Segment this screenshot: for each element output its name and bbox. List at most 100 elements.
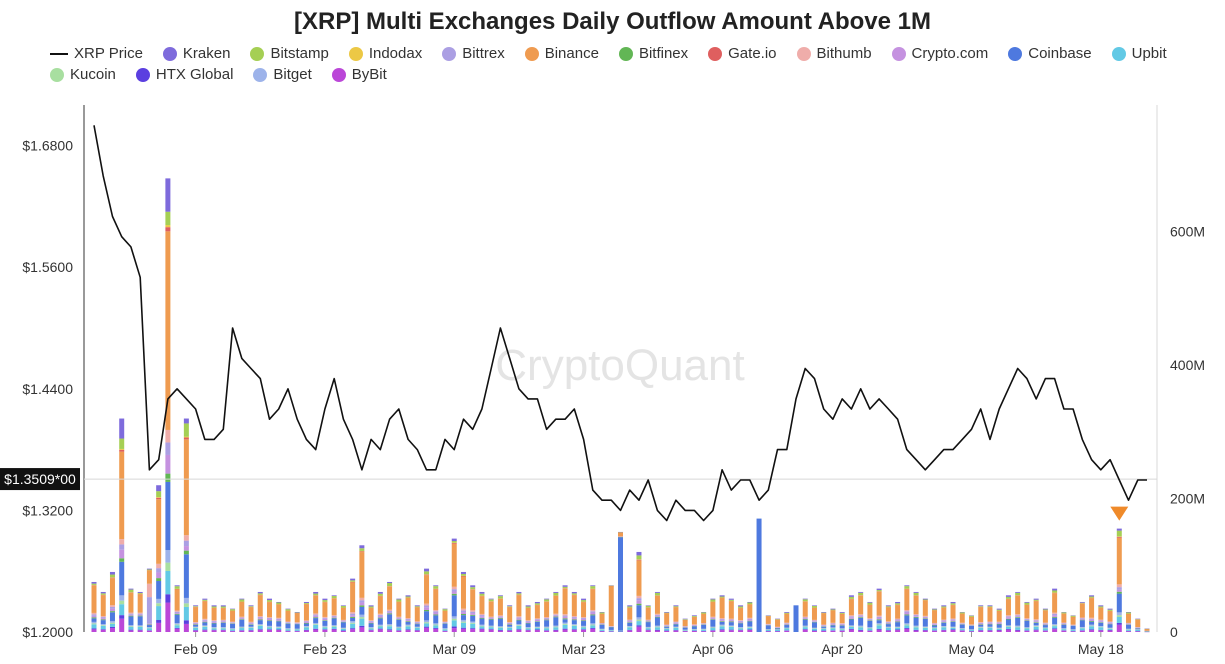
bar-98[interactable] [996, 608, 1002, 632]
bar-18[interactable] [257, 591, 263, 632]
bar-7[interactable] [156, 485, 162, 632]
bar-3[interactable] [119, 418, 125, 632]
bar-5[interactable] [137, 591, 143, 632]
bar-12[interactable] [202, 598, 208, 632]
bar-59[interactable] [636, 551, 642, 632]
bar-83[interactable] [858, 591, 864, 632]
legend-item-indodax[interactable]: Indodax [348, 46, 422, 62]
legend-item-bithumb[interactable]: Bithumb [796, 46, 872, 62]
bar-33[interactable] [396, 598, 402, 632]
bar-2[interactable] [109, 571, 115, 632]
bar-75[interactable] [784, 611, 790, 632]
bar-54[interactable] [590, 585, 596, 632]
bar-36[interactable] [424, 568, 430, 632]
bar-25[interactable] [322, 598, 328, 632]
bar-45[interactable] [507, 605, 513, 632]
bar-46[interactable] [516, 591, 522, 632]
legend-item-binance[interactable]: Binance [524, 46, 599, 62]
bar-102[interactable] [1033, 598, 1039, 632]
bar-108[interactable] [1089, 595, 1095, 632]
bar-112[interactable] [1126, 611, 1132, 632]
legend-item-htx-global[interactable]: HTX Global [135, 67, 233, 83]
bar-73[interactable] [765, 615, 771, 632]
bar-6[interactable] [146, 568, 152, 632]
bar-9[interactable] [174, 585, 180, 632]
bar-69[interactable] [728, 598, 734, 632]
bar-58[interactable] [627, 605, 633, 632]
bar-20[interactable] [276, 601, 282, 632]
bar-91[interactable] [932, 608, 938, 632]
bar-21[interactable] [285, 608, 291, 632]
bar-65[interactable] [691, 615, 697, 632]
bar-26[interactable] [331, 595, 337, 632]
bar-4[interactable] [128, 588, 134, 632]
bar-67[interactable] [710, 598, 716, 632]
legend-item-crypto-com[interactable]: Crypto.com [891, 46, 988, 62]
bar-85[interactable] [876, 588, 882, 632]
legend-item-coinbase[interactable]: Coinbase [1008, 46, 1092, 62]
bar-15[interactable] [230, 608, 236, 632]
bar-8[interactable] [165, 178, 171, 632]
bar-111[interactable] [1116, 528, 1122, 632]
legend-item-kucoin[interactable]: Kucoin [50, 67, 116, 83]
bar-52[interactable] [571, 591, 577, 632]
bar-84[interactable] [867, 601, 873, 632]
bar-48[interactable] [534, 601, 540, 632]
legend-item-bybit[interactable]: ByBit [331, 67, 387, 83]
bar-93[interactable] [950, 601, 956, 632]
bar-76[interactable] [793, 605, 799, 632]
bar-40[interactable] [460, 571, 466, 632]
bar-14[interactable] [220, 605, 226, 632]
bar-80[interactable] [830, 608, 836, 632]
bar-63[interactable] [673, 605, 679, 632]
bar-109[interactable] [1098, 605, 1104, 632]
bar-34[interactable] [405, 595, 411, 632]
bar-61[interactable] [654, 591, 660, 632]
bar-23[interactable] [303, 601, 309, 632]
bar-114[interactable] [1144, 628, 1150, 633]
bar-101[interactable] [1024, 601, 1030, 632]
bar-53[interactable] [581, 598, 587, 632]
bar-94[interactable] [959, 611, 965, 632]
bar-90[interactable] [922, 598, 928, 632]
bar-66[interactable] [701, 611, 707, 632]
bar-28[interactable] [350, 578, 356, 632]
bar-16[interactable] [239, 598, 245, 632]
bar-38[interactable] [442, 608, 448, 632]
bar-32[interactable] [387, 581, 393, 632]
bar-106[interactable] [1070, 615, 1076, 632]
bar-62[interactable] [664, 611, 670, 632]
bar-11[interactable] [193, 605, 199, 632]
bar-96[interactable] [978, 605, 984, 632]
bar-29[interactable] [359, 545, 365, 632]
bar-107[interactable] [1079, 601, 1085, 632]
bar-70[interactable] [738, 605, 744, 632]
bar-35[interactable] [414, 605, 420, 632]
legend-item-kraken[interactable]: Kraken [162, 46, 230, 62]
bar-95[interactable] [969, 615, 974, 632]
bar-100[interactable] [1015, 591, 1021, 632]
bar-19[interactable] [267, 598, 272, 632]
bar-57[interactable] [618, 531, 623, 632]
bar-81[interactable] [839, 611, 845, 632]
bar-47[interactable] [525, 605, 531, 632]
bar-88[interactable] [904, 585, 910, 632]
bar-10[interactable] [183, 418, 189, 632]
bar-31[interactable] [377, 591, 383, 632]
bar-79[interactable] [821, 611, 827, 632]
bar-60[interactable] [645, 605, 651, 632]
bar-103[interactable] [1042, 608, 1048, 632]
bar-22[interactable] [294, 611, 300, 632]
bar-99[interactable] [1005, 595, 1011, 632]
bar-1[interactable] [100, 591, 106, 632]
bar-74[interactable] [775, 618, 781, 632]
bar-78[interactable] [811, 605, 817, 632]
bar-92[interactable] [941, 605, 947, 632]
bar-13[interactable] [211, 605, 217, 632]
bar-72[interactable] [756, 518, 762, 632]
bar-113[interactable] [1135, 618, 1141, 632]
bar-39[interactable] [451, 538, 457, 632]
bar-82[interactable] [848, 595, 854, 632]
bar-105[interactable] [1061, 611, 1067, 632]
bar-27[interactable] [340, 605, 346, 632]
